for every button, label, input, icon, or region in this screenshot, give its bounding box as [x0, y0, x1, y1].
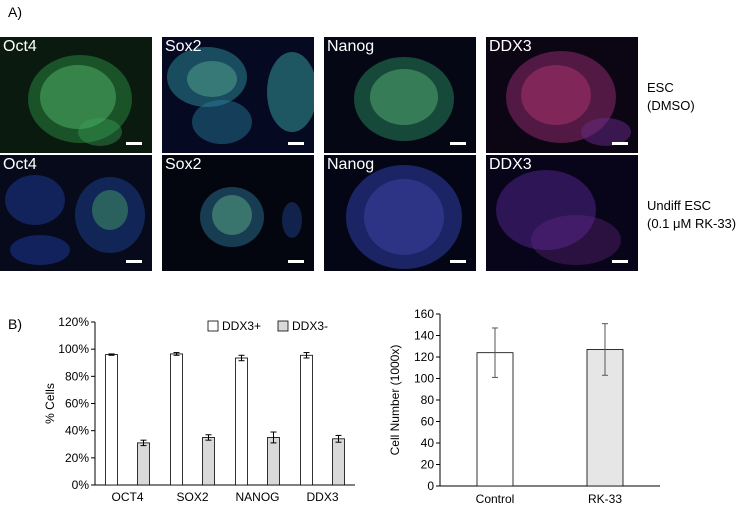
- x-tick-label: RK-33: [588, 492, 622, 506]
- y-tick-label: 20: [421, 458, 435, 472]
- x-tick-label: NANOG: [235, 490, 279, 504]
- scale-bar: [288, 142, 304, 145]
- legend-label: DDX3-: [292, 319, 328, 333]
- percent-cells-chart: 0% 20% 40% 60% 80% 100% 120% % Cells OCT4 SOX2 NAN…: [43, 315, 355, 504]
- panel-a-label: A): [8, 4, 22, 20]
- condition-label-undiff: Undiff ESC (0.1 μM RK-33): [647, 197, 736, 233]
- y-tick-label: 60%: [65, 397, 89, 411]
- stain-label: Sox2: [165, 156, 202, 173]
- condition-line: (DMSO): [647, 98, 695, 113]
- bar-ddx3-nanog: [235, 357, 248, 486]
- legend-label: DDX3+: [222, 319, 261, 333]
- micrograph-image: [486, 155, 638, 271]
- bar-ddx3-nanog: [267, 437, 280, 486]
- y-tick-label: 80: [421, 393, 435, 407]
- y-tick-label: 100: [414, 372, 434, 386]
- scale-bar: [450, 260, 466, 263]
- y-axis-label: % Cells: [43, 383, 57, 424]
- micrograph-undiff-ddx3: DDX3: [486, 155, 638, 271]
- y-tick-label: 100%: [58, 342, 89, 356]
- y-tick-label: 120: [414, 350, 434, 364]
- micrograph-undiff-nanog: Nanog: [324, 155, 476, 271]
- bar-ddx3-ddx3: [332, 438, 345, 486]
- bar-ddx3-sox2: [170, 353, 183, 486]
- legend-swatch: [207, 320, 219, 332]
- scale-bar: [126, 260, 142, 263]
- scale-bar: [126, 142, 142, 145]
- x-tick-label: SOX2: [176, 490, 208, 504]
- y-tick-label: 140: [414, 329, 434, 343]
- micrograph-esc-sox2: Sox2: [162, 37, 314, 153]
- micrograph-image: [486, 37, 638, 153]
- y-tick-label: 0: [427, 479, 434, 493]
- x-tick-label: Control: [476, 492, 515, 506]
- condition-line: Undiff ESC: [647, 198, 712, 213]
- condition-label-esc: ESC (DMSO): [647, 79, 695, 115]
- micrograph-image: [324, 155, 476, 271]
- scale-bar: [612, 260, 628, 263]
- scale-bar: [288, 260, 304, 263]
- y-tick-label: 160: [414, 307, 434, 321]
- panel-b-label: B): [8, 316, 22, 332]
- micrograph-esc-ddx3: DDX3: [486, 37, 638, 153]
- micrograph-image: [0, 155, 152, 271]
- stain-label: Nanog: [327, 156, 375, 173]
- y-tick-label: 0%: [72, 478, 90, 492]
- bar-ddx3-oct4: [105, 354, 118, 486]
- x-tick-label: OCT4: [111, 490, 143, 504]
- y-tick-label: 40%: [65, 424, 89, 438]
- scale-bar: [450, 142, 466, 145]
- condition-line: ESC: [647, 80, 674, 95]
- stain-label: Oct4: [3, 38, 37, 55]
- micrograph-image: [162, 37, 314, 153]
- micrograph-esc-oct4: Oct4: [0, 37, 152, 153]
- stain-label: Oct4: [3, 156, 37, 173]
- cell-number-chart: 0 20 40 60 80 100 120 140 160 Cell Number (1000x)…: [388, 307, 660, 506]
- micrograph-undiff-oct4: Oct4: [0, 155, 152, 271]
- micrograph-esc-nanog: Nanog: [324, 37, 476, 153]
- condition-line: (0.1 μM RK-33): [647, 216, 737, 231]
- x-tick-label: DDX3: [306, 490, 338, 504]
- y-tick-label: 40: [421, 436, 435, 450]
- stain-label: DDX3: [489, 38, 532, 55]
- y-axis-label: Cell Number (1000x): [388, 345, 402, 456]
- y-tick-label: 80%: [65, 369, 89, 383]
- bar-ddx3-sox2: [202, 437, 215, 486]
- micrograph-image: [0, 37, 152, 153]
- micrograph-image: [324, 37, 476, 153]
- bar-ddx3-ddx3: [300, 354, 313, 486]
- stain-label: Sox2: [165, 38, 202, 55]
- scale-bar: [612, 142, 628, 145]
- y-tick-label: 60: [421, 415, 435, 429]
- micrograph-image: [162, 155, 314, 271]
- y-tick-label: 120%: [58, 315, 89, 329]
- y-tick-label: 20%: [65, 451, 89, 465]
- bar-ddx3-oct4: [137, 442, 150, 486]
- stain-label: DDX3: [489, 156, 532, 173]
- micrograph-undiff-sox2: Sox2: [162, 155, 314, 271]
- legend-swatch: [277, 320, 289, 332]
- stain-label: Nanog: [327, 38, 375, 55]
